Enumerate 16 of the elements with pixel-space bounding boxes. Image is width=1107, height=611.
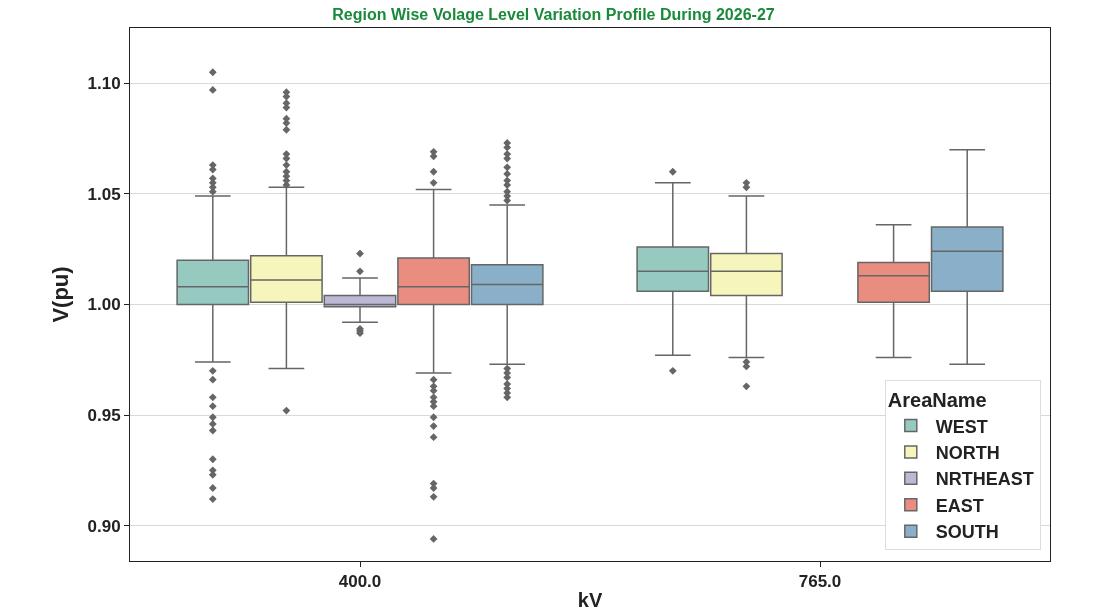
y-tick-label: 0.95 xyxy=(87,405,121,425)
x-tick-label: 400.0 xyxy=(338,572,382,592)
chart-title: Region Wise Volage Level Variation Profile During 2026-27 xyxy=(332,6,775,24)
legend-label: SOUTH xyxy=(935,522,999,543)
x-tick-label: 765.0 xyxy=(798,572,842,592)
legend-title: AreaName xyxy=(887,389,987,412)
y-axis-title: V(pu) xyxy=(48,266,74,323)
y-tick-label: 1.05 xyxy=(87,184,121,204)
legend-label: WEST xyxy=(935,416,988,437)
legend-label: NORTH xyxy=(935,442,1000,463)
y-tick-label: 0.90 xyxy=(87,516,121,536)
y-tick-label: 1.00 xyxy=(87,295,121,315)
legend-label: EAST xyxy=(935,495,984,516)
y-tick-label: 1.10 xyxy=(87,74,121,94)
x-axis-title: kV xyxy=(577,589,603,611)
legend-label: NRTHEAST xyxy=(935,469,1034,490)
